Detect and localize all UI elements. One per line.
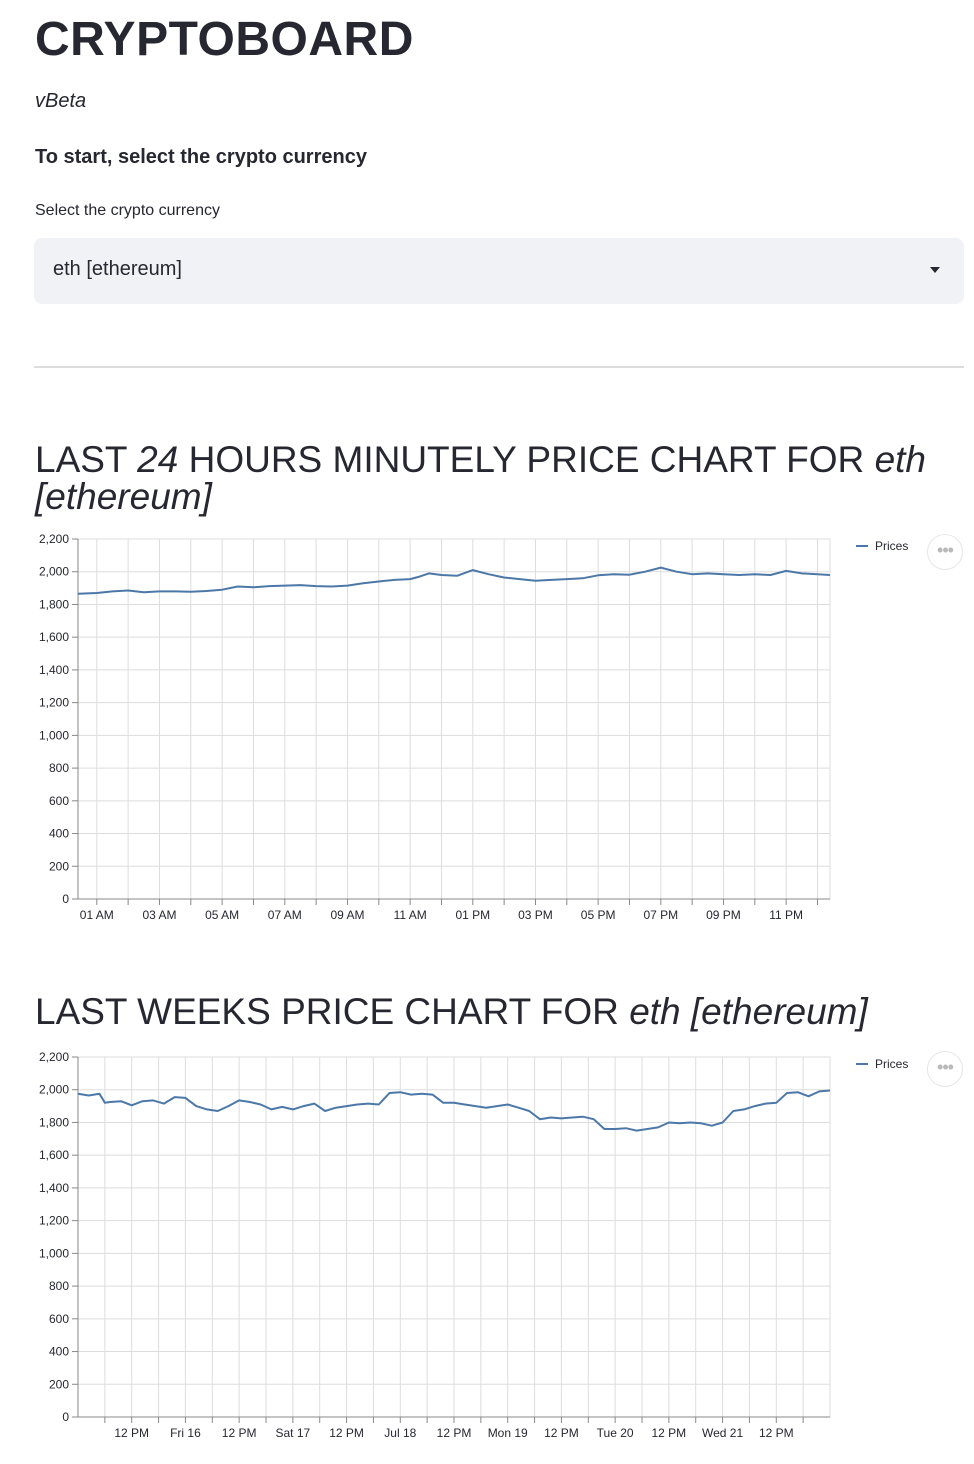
instructions-text: To start, select the crypto currency <box>35 146 367 168</box>
chart-svg: 0 200 400 600 800 1,000 1,200 1,400 1,600 1,800 2,… <box>39 532 908 922</box>
y-tick-label: 1,600 <box>39 1148 69 1162</box>
chart-menu-button[interactable]: ••• <box>927 534 963 570</box>
y-tick-label: 2,000 <box>39 1083 69 1097</box>
x-tick-label: 12 PM <box>437 1426 472 1440</box>
x-tick-label: 05 AM <box>205 908 239 922</box>
x-tick-label: 01 PM <box>455 908 490 922</box>
currency-select-label: Select the crypto currency <box>35 202 220 219</box>
chart-menu-button[interactable]: ••• <box>927 1051 963 1087</box>
y-tick-label: 1,000 <box>39 1246 69 1260</box>
y-tick-label: 1,400 <box>39 663 69 677</box>
x-axis-labels: 12 PM Fri 16 12 PM Sat 17 12 PM Jul 18 12 PM Mo… <box>104 1417 804 1440</box>
title-text: LAST <box>35 439 138 480</box>
x-tick-label: 03 AM <box>142 908 176 922</box>
y-axis-labels: 0 200 400 600 800 1,000 1,200 1,400 1,600 1,800 2,… <box>39 1050 78 1424</box>
y-tick-label: 800 <box>49 761 69 775</box>
y-tick-label: 1,800 <box>39 1115 69 1129</box>
weekly-price-chart[interactable]: 0 200 400 600 800 1,000 1,200 1,400 1,600 1,800 2,… <box>0 1048 974 1448</box>
minutely-price-chart[interactable]: 0 200 400 600 800 1,000 1,200 1,400 1,600 1,800 2,… <box>0 530 974 930</box>
grid-lines <box>78 538 830 900</box>
title-text: HOURS MINUTELY PRICE CHART FOR <box>178 439 875 480</box>
price-series-line <box>77 566 831 595</box>
x-tick-label: Mon 19 <box>488 1426 528 1440</box>
x-tick-label: 09 AM <box>330 908 364 922</box>
y-tick-label: 1,200 <box>39 696 69 710</box>
x-tick-label: 12 PM <box>544 1426 579 1440</box>
x-tick-label: Jul 18 <box>384 1426 416 1440</box>
version-label: vBeta <box>35 90 87 112</box>
x-tick-label: 12 PM <box>329 1426 364 1440</box>
chart-svg: 0 200 400 600 800 1,000 1,200 1,400 1,600 1,800 2,… <box>39 1050 908 1440</box>
y-tick-label: 600 <box>49 1312 69 1326</box>
chevron-down-icon[interactable] <box>930 267 940 273</box>
y-tick-label: 200 <box>49 859 69 873</box>
y-tick-label: 1,600 <box>39 630 69 644</box>
y-tick-label: 600 <box>49 794 69 808</box>
x-tick-label: Wed 21 <box>702 1426 743 1440</box>
x-tick-label: Tue 20 <box>597 1426 634 1440</box>
currency-select-value: eth [ethereum] <box>53 258 182 280</box>
x-axis-labels: 01 AM 03 AM 05 AM 07 AM 09 AM 11 AM 01 PM 03 PM… <box>80 899 818 922</box>
y-tick-label: 0 <box>62 1410 69 1424</box>
legend-label: Prices <box>875 1057 908 1071</box>
x-tick-label: 12 PM <box>222 1426 257 1440</box>
y-tick-label: 2,200 <box>39 1050 69 1064</box>
app-title: CRYPTOBOARD <box>35 13 414 66</box>
y-tick-label: 800 <box>49 1279 69 1293</box>
minutely-chart-title: LAST 24 HOURS MINUTELY PRICE CHART FOR e… <box>35 441 955 515</box>
x-tick-label: 11 AM <box>394 908 427 922</box>
x-tick-label: 01 AM <box>80 908 114 922</box>
title-text: LAST WEEKS PRICE CHART FOR <box>35 991 630 1032</box>
x-tick-label: 09 PM <box>706 908 741 922</box>
title-emphasis: 24 <box>137 439 179 480</box>
y-tick-label: 1,800 <box>39 597 69 611</box>
weekly-chart-title: LAST WEEKS PRICE CHART FOR eth [ethereum… <box>35 993 955 1030</box>
currency-select[interactable]: eth [ethereum] <box>34 238 964 304</box>
x-tick-label: 07 AM <box>268 908 302 922</box>
x-tick-label: 12 PM <box>652 1426 687 1440</box>
x-tick-label: 05 PM <box>581 908 616 922</box>
grid-lines <box>78 1056 830 1418</box>
x-tick-label: 11 PM <box>769 908 803 922</box>
x-tick-label: Fri 16 <box>170 1426 201 1440</box>
divider <box>34 366 964 368</box>
title-currency: eth [ethereum] <box>629 991 868 1032</box>
more-horizontal-icon: ••• <box>937 1057 954 1077</box>
y-tick-label: 200 <box>49 1377 69 1391</box>
price-series-line <box>77 1089 831 1132</box>
legend-label: Prices <box>875 539 908 553</box>
y-tick-label: 1,000 <box>39 728 69 742</box>
y-tick-label: 2,200 <box>39 532 69 546</box>
y-tick-label: 2,000 <box>39 565 69 579</box>
x-tick-label: Sat 17 <box>276 1426 311 1440</box>
y-tick-label: 1,200 <box>39 1214 69 1228</box>
y-tick-label: 1,400 <box>39 1181 69 1195</box>
x-tick-label: 03 PM <box>518 908 553 922</box>
more-horizontal-icon: ••• <box>937 540 954 560</box>
x-tick-label: 12 PM <box>114 1426 149 1440</box>
y-tick-label: 0 <box>62 892 69 906</box>
y-axis-labels: 0 200 400 600 800 1,000 1,200 1,400 1,600 1,800 2,… <box>39 532 78 906</box>
title-currency: eth [ethereum] <box>35 439 926 517</box>
chart-legend: Prices <box>856 1057 908 1071</box>
y-tick-label: 400 <box>49 827 69 841</box>
x-tick-label: 12 PM <box>759 1426 794 1440</box>
y-tick-label: 400 <box>49 1345 69 1359</box>
x-tick-label: 07 PM <box>643 908 678 922</box>
chart-legend: Prices <box>856 539 908 553</box>
